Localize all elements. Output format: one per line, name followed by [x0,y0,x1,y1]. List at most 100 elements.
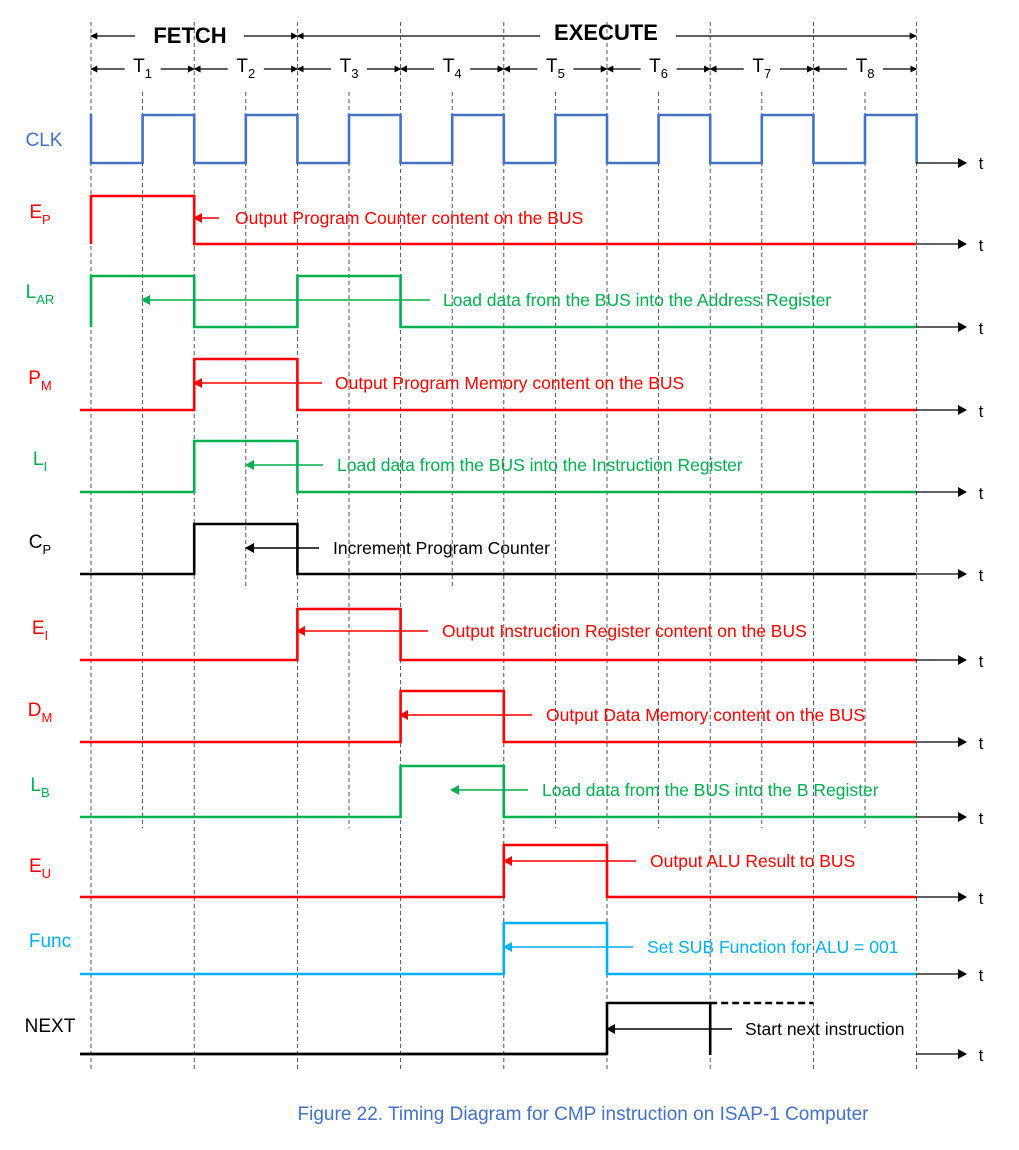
period-label-t1-main: T [133,56,145,77]
signal-waveform-eu [80,843,916,899]
annotation-arrowhead-lb [450,785,459,795]
control-signal-rows: tEP Output Program Counter content on the… [25,194,984,1065]
period-label-t5-main: T [546,56,558,77]
signal-label-dm-main: D [28,700,42,721]
annotation-arrowhead-ei [296,626,305,636]
period-label-t7: T7 [752,56,771,81]
time-axis-arrowhead [958,158,967,168]
period-label-t2-subscript: 2 [248,66,255,81]
fetch-phase-label: FETCH [153,23,226,48]
signal-row-cp: t CP Increment Program Counter [29,522,984,585]
signal-label-next: NEXT [25,1016,76,1037]
period-label-t3-subscript: 3 [351,66,358,81]
signal-label-li: LI [33,449,47,474]
signal-label-dm-subscript: M [41,710,52,725]
signal-label-eu-subscript: U [42,866,51,881]
annotation-arrowhead-next [606,1024,615,1034]
signal-label-dm: DM [28,700,53,725]
annotation-arrowhead-eu [503,856,512,866]
time-axis-label: t [979,652,984,671]
time-axis-arrowhead [958,812,967,822]
signal-waveform-lb [80,764,916,819]
time-axis-label: t [979,566,984,585]
figure-caption: Figure 22. Timing Diagram for CMP instru… [298,1104,870,1125]
annotation-lar: Load data from the BUS into the Address … [443,290,831,310]
period-label-t1-subscript: 1 [145,66,152,81]
annotation-arrowhead-lar [141,295,150,305]
signal-label-ei: EI [32,618,48,643]
period-label-t6-main: T [649,56,661,77]
signal-waveform-cp [80,522,916,576]
signal-label-li-main: L [33,449,44,470]
time-axis-arrowhead [958,322,967,332]
annotation-arrowhead-pm [193,378,202,388]
annotation-eu: Output ALU Result to BUS [650,851,855,871]
signal-waveform-lar [89,274,916,329]
time-period-row: T1 T2 T3 T4 T5 T6 T7 T8 [90,56,918,81]
signal-label-pm: PM [28,368,52,393]
clock-signal-row: CLK t [26,113,984,173]
time-axis-arrowhead [958,569,967,579]
annotation-arrowhead-li [245,460,254,470]
signal-label-lb-main: L [30,775,41,796]
signal-label-lb: LB [30,775,49,800]
time-axis-arrowhead [958,892,967,902]
signal-label-func-main: Func [29,931,71,952]
signal-label-cp-subscript: P [43,542,52,557]
period-label-t4-subscript: 4 [454,66,461,81]
signal-label-ei-main: E [32,618,45,639]
signal-waveform-dm [80,689,916,744]
clock-waveform [89,113,918,165]
annotation-func: Set SUB Function for ALU = 001 [647,937,898,957]
time-axis-label: t [979,734,984,753]
signal-label-ep-subscript: P [42,212,51,227]
signal-row-lar: t LAR Load data from the BUS into the Addr… [26,274,984,338]
annotation-arrowhead-func [503,942,512,952]
annotation-arrowhead-dm [399,710,408,720]
signal-label-func: Func [29,931,71,952]
phase-header: FETCH EXECUTE [90,20,917,48]
signal-waveform-li [80,439,916,494]
signal-label-eu-main: E [29,856,42,877]
signal-row-pm: t PM Output Program Memory content on the … [28,357,984,421]
signal-row-li: t LI Load data from the BUS into the Instr… [33,439,984,503]
time-axis-label: t [979,154,984,173]
period-label-t1: T1 [133,56,152,81]
period-label-t8-subscript: 8 [867,66,874,81]
time-axis-label: t [979,319,984,338]
time-axis-arrowhead [958,737,967,747]
signal-waveform-func [80,921,916,976]
time-axis-label: t [979,1046,984,1065]
annotation-li: Load data from the BUS into the Instruct… [337,455,743,475]
period-label-t8-main: T [856,56,868,77]
time-axis-arrowhead [958,1049,967,1059]
signal-label-li-subscript: I [43,459,47,474]
period-label-t6: T6 [649,56,668,81]
signal-row-func: t Func Set SUB Function for ALU = 001 [29,921,984,985]
signal-waveform-ep [89,194,916,246]
execute-phase-label: EXECUTE [554,20,658,45]
period-label-t3: T3 [340,56,359,81]
annotation-lb: Load data from the BUS into the B Regist… [542,780,879,800]
annotation-arrowhead-ep [193,213,202,223]
time-axis-label: t [979,966,984,985]
period-label-t7-main: T [752,56,764,77]
period-label-t4-main: T [443,56,455,77]
annotation-pm: Output Program Memory content on the BUS [335,373,684,393]
period-label-t8: T8 [856,56,875,81]
signal-row-eu: t EU Output ALU Result to BUS [29,843,984,908]
signal-label-ep-main: E [29,202,42,223]
signal-label-lar-main: L [26,282,37,303]
signal-label-ep: EP [29,202,50,227]
signal-row-dm: t DM Output Data Memory content on the BUS [28,689,984,753]
period-label-t5-subscript: 5 [558,66,565,81]
annotation-cp: Increment Program Counter [333,538,550,558]
signal-waveform-ei [80,607,916,662]
signal-label-pm-main: P [28,368,41,389]
signal-row-ep: t EP Output Program Counter content on the… [29,194,984,255]
signal-label-next-main: NEXT [25,1016,76,1037]
period-label-t7-subscript: 7 [764,66,771,81]
signal-label-eu: EU [29,856,51,881]
signal-row-next: t NEXT Start next instruction [25,1001,984,1065]
signal-label-cp: CP [29,532,51,557]
